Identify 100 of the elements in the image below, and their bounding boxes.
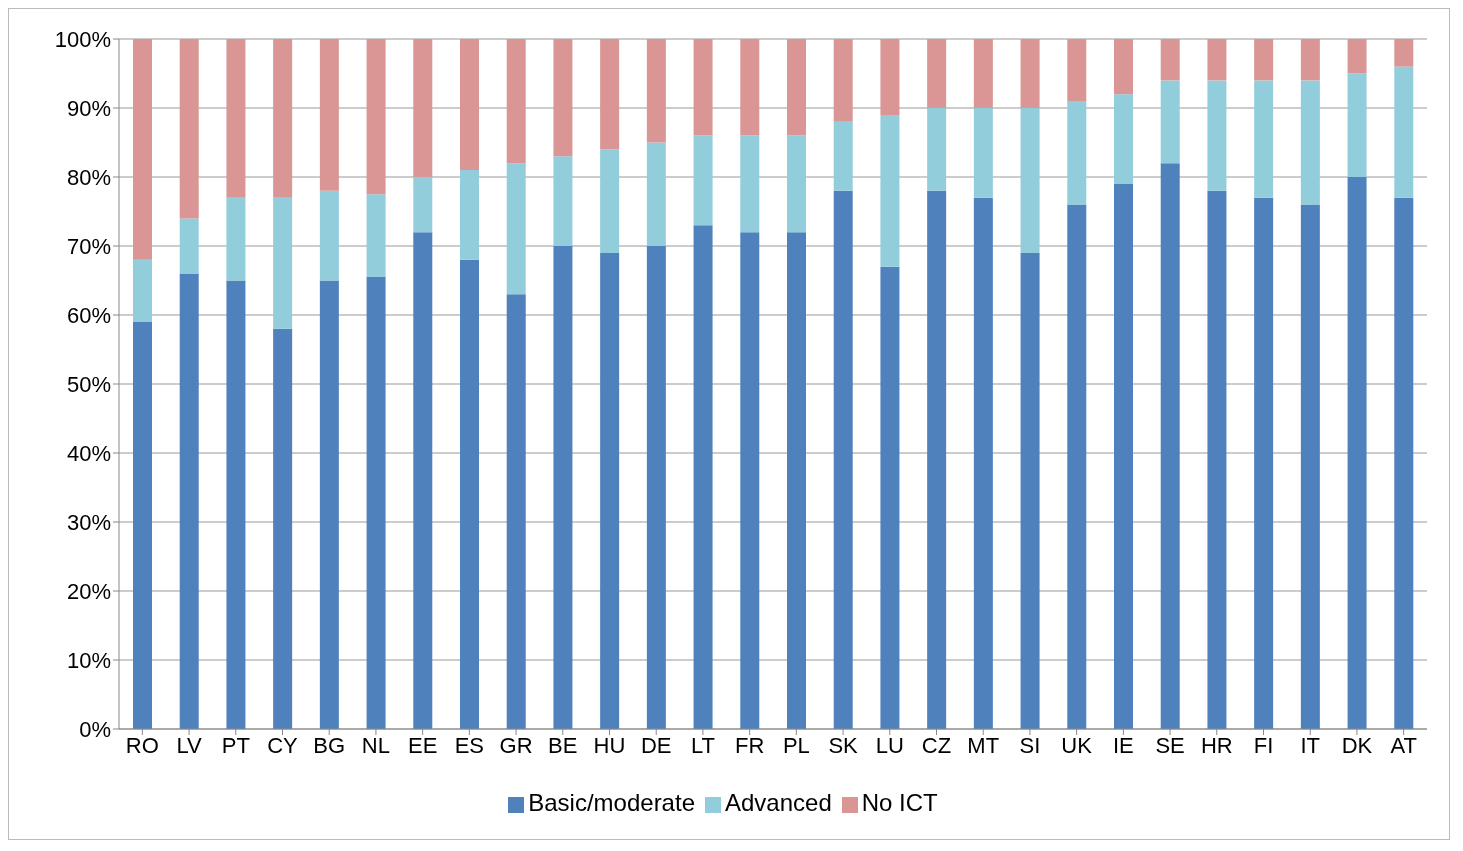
bar (319, 280, 339, 729)
bar (506, 294, 526, 729)
bar (1347, 39, 1367, 74)
bar (880, 39, 900, 115)
bar (133, 321, 152, 729)
bar (1160, 163, 1180, 729)
bar (413, 232, 433, 729)
bar (787, 232, 806, 729)
bar (880, 266, 900, 729)
bar (1207, 39, 1227, 81)
bar (693, 225, 713, 729)
bar (927, 190, 947, 729)
y-tick-label: 40% (66, 440, 111, 466)
bar (506, 39, 526, 164)
bar (833, 39, 853, 122)
bar (226, 197, 246, 281)
bar (646, 142, 666, 246)
bar (927, 108, 947, 191)
bar (1067, 101, 1087, 205)
bar (927, 39, 947, 108)
bar (600, 252, 620, 729)
bar (973, 108, 993, 198)
bar (1160, 80, 1180, 164)
x-tick-label: FI (1253, 732, 1274, 758)
bar (787, 135, 806, 233)
x-tick-label: LV (176, 732, 203, 758)
bar (1020, 108, 1040, 253)
bar (1300, 39, 1320, 81)
bar (1114, 183, 1133, 729)
legend-label: Basic/moderate (528, 789, 695, 816)
bar (973, 39, 993, 108)
x-tick-label: CY (267, 732, 299, 758)
y-tick-label: 90% (66, 95, 111, 121)
x-tick-label: SE (1155, 732, 1185, 758)
bar (273, 328, 293, 729)
x-tick-label: UK (1061, 732, 1093, 758)
bar (1254, 197, 1274, 729)
bar (1114, 94, 1133, 184)
bar (1020, 39, 1040, 108)
bar (1114, 39, 1133, 95)
bar (319, 39, 339, 191)
bar (413, 39, 433, 177)
x-tick-label: AT (1390, 732, 1417, 758)
bar (1067, 204, 1087, 729)
bar (1394, 197, 1414, 729)
bar (553, 246, 573, 729)
bar (366, 39, 386, 195)
bar (553, 156, 573, 246)
bar (880, 114, 900, 267)
legend-label: Advanced (724, 789, 832, 816)
x-tick-label: LT (690, 732, 715, 758)
x-tick-label: PL (782, 732, 810, 758)
y-tick-label: 100% (54, 26, 111, 52)
bar (226, 280, 246, 729)
bar (740, 39, 760, 136)
bar (1067, 39, 1087, 102)
bar (553, 39, 573, 157)
x-tick-label: ES (454, 732, 485, 758)
x-tick-label: HU (593, 732, 626, 758)
bar (179, 39, 199, 219)
y-tick-label: 50% (66, 371, 111, 397)
bar (833, 121, 853, 191)
x-tick-label: GR (499, 732, 533, 758)
bar (179, 218, 199, 274)
bar (1394, 39, 1414, 67)
bar (273, 39, 293, 198)
bar (226, 39, 246, 198)
bar (506, 163, 526, 295)
x-tick-label: RO (125, 732, 159, 758)
bar (1020, 252, 1040, 729)
x-tick-label: IE (1112, 732, 1134, 758)
x-tick-label: EE (407, 732, 438, 758)
bar (1254, 80, 1274, 198)
bar (366, 194, 386, 278)
bar (1394, 66, 1414, 198)
legend-label: No ICT (861, 789, 938, 816)
bar (460, 259, 479, 729)
x-tick-label: MT (967, 732, 1000, 758)
bar (133, 39, 152, 260)
x-tick-label: LU (875, 732, 904, 758)
bar (693, 39, 713, 136)
y-tick-label: 20% (66, 578, 111, 604)
bar (366, 277, 386, 729)
bar (1347, 177, 1367, 729)
x-tick-label: BG (313, 732, 346, 758)
y-tick-label: 30% (66, 509, 111, 535)
x-tick-label: PT (221, 732, 250, 758)
bar (973, 197, 993, 729)
x-tick-label: DK (1341, 732, 1373, 758)
y-tick-label: 10% (66, 647, 111, 673)
y-tick-label: 70% (66, 233, 111, 259)
x-tick-label: HR (1200, 732, 1233, 758)
bar (1254, 39, 1274, 81)
x-tick-label: BE (548, 732, 578, 758)
bar (133, 259, 152, 322)
bar (1207, 80, 1227, 191)
x-tick-label: NL (361, 732, 390, 758)
bar (693, 135, 713, 226)
bar (646, 39, 666, 143)
bar (460, 170, 479, 260)
